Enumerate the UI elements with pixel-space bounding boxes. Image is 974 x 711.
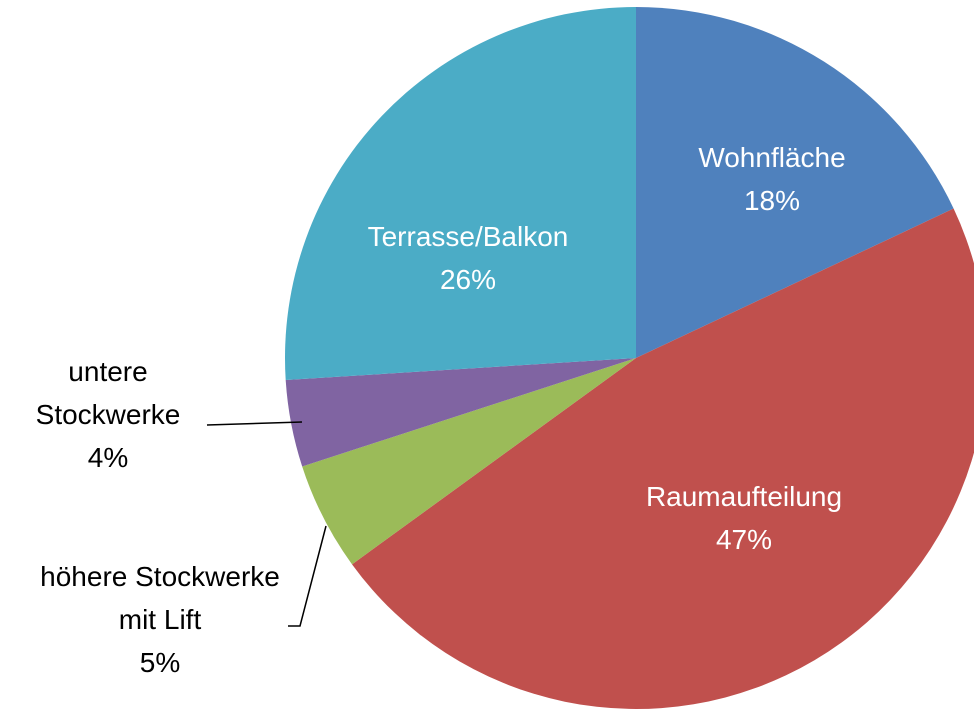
slice-label: untere Stockwerke 4% xyxy=(3,350,213,479)
category-label: Wohnfläche xyxy=(698,142,846,173)
value-label: 5% xyxy=(139,647,181,678)
slice-label: Wohnfläche 18% xyxy=(622,136,922,222)
category-label: untere Stockwerke xyxy=(35,356,181,430)
leader-line xyxy=(206,421,303,426)
pie-slice xyxy=(352,208,974,709)
category-label: höhere Stockwerke mit Lift xyxy=(40,561,280,635)
value-label: 18% xyxy=(743,185,801,216)
value-label: 26% xyxy=(439,264,497,295)
pie-slice xyxy=(285,358,636,467)
category-label: Raumaufteilung xyxy=(645,481,843,512)
slice-label: Terrasse/Balkon 26% xyxy=(308,215,628,301)
leader-line xyxy=(288,525,327,627)
slice-label: höhere Stockwerke mit Lift 5% xyxy=(25,555,295,684)
pie-slice xyxy=(636,7,954,358)
pie-slice xyxy=(302,358,636,565)
pie-slice xyxy=(285,7,636,381)
category-label: Terrasse/Balkon xyxy=(367,221,569,252)
value-label: 4% xyxy=(87,442,129,473)
slice-label: Raumaufteilung 47% xyxy=(594,475,894,561)
value-label: 47% xyxy=(715,524,773,555)
